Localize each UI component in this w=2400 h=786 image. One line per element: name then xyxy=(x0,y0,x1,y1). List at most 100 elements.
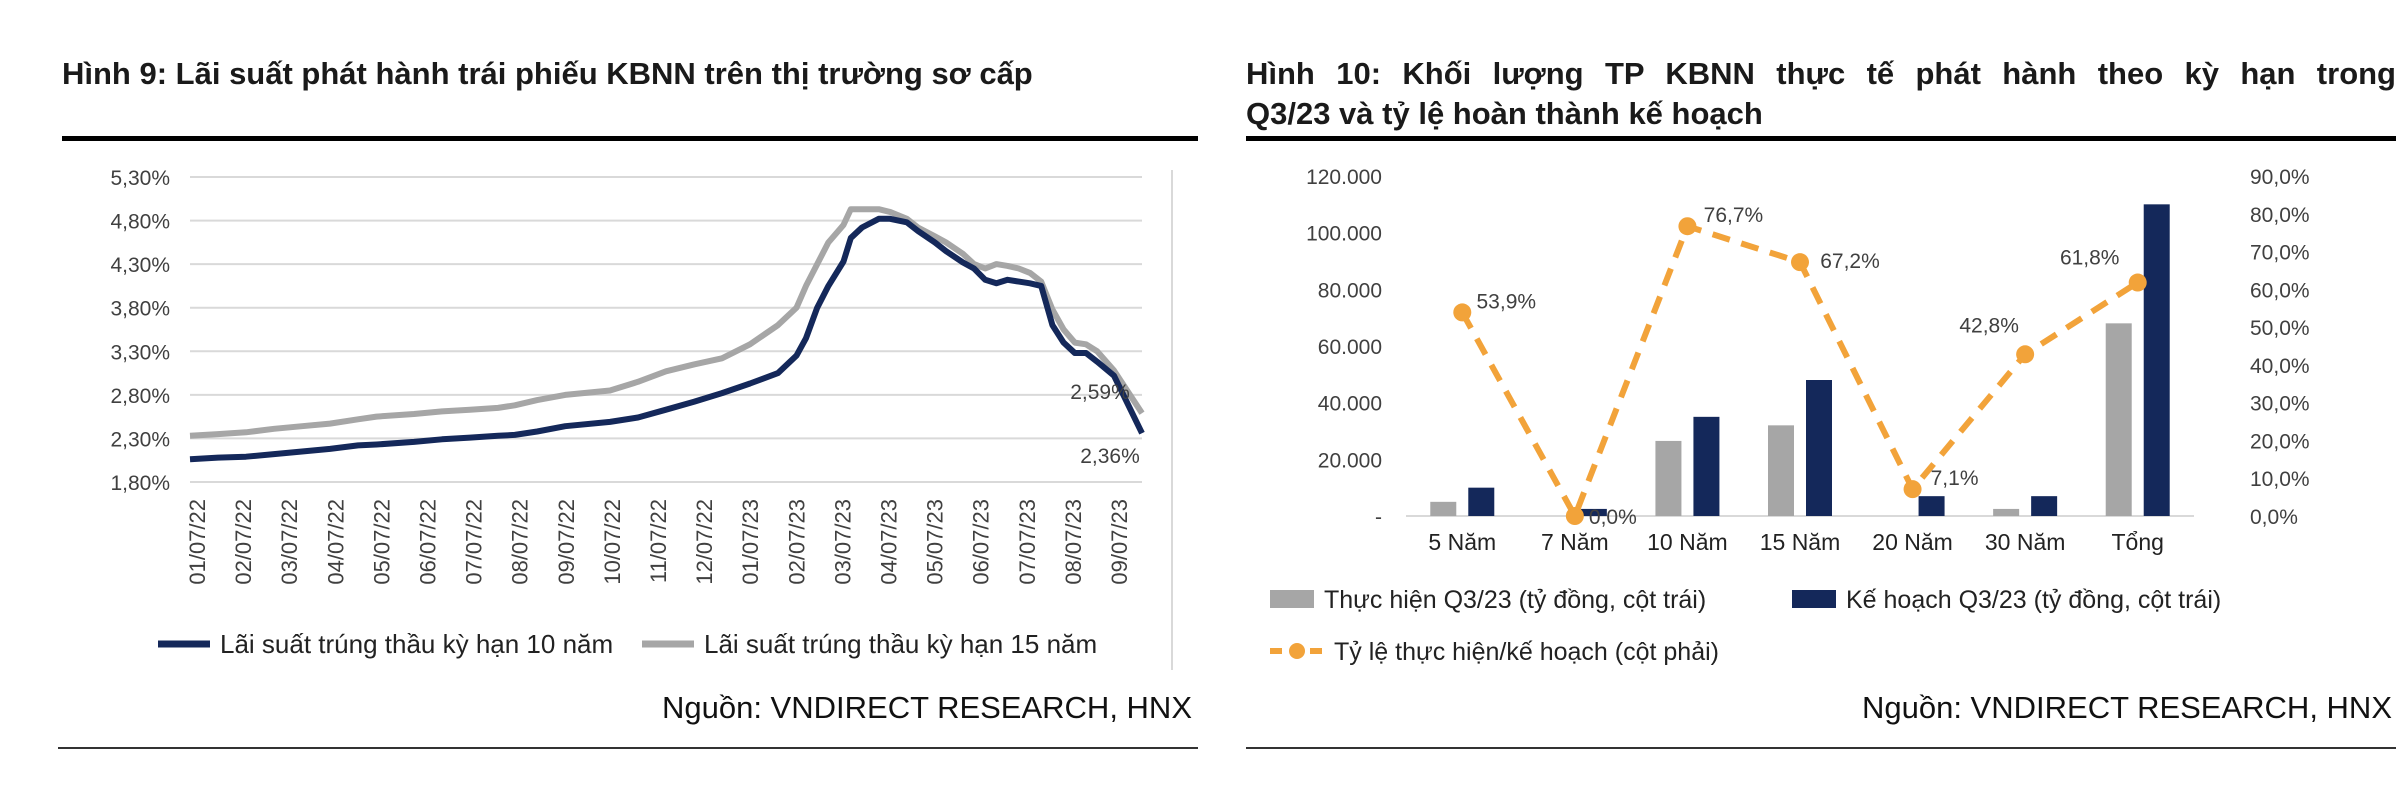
legend-label-15y: Lãi suất trúng thầu kỳ hạn 15 năm xyxy=(704,629,1097,659)
y-tick-label: 80.000 xyxy=(1318,279,1382,302)
x-tick-label: 11/07/22 xyxy=(646,499,671,583)
x-tick-label: 05/07/23 xyxy=(923,499,948,585)
y-tick-label: 100.000 xyxy=(1306,223,1382,246)
rate-point xyxy=(1678,217,1697,236)
x-tick-label: Tổng xyxy=(2111,529,2163,555)
bar-plan xyxy=(2031,496,2058,516)
x-tick-label: 01/07/22 xyxy=(185,499,210,585)
legend-label-actual: Thực hiện Q3/23 (tỷ đồng, cột trái) xyxy=(1324,586,1706,614)
title-rule xyxy=(1246,136,2396,141)
figure-9-title: Hình 9: Lãi suất phát hành trái phiếu KB… xyxy=(62,56,1033,91)
y2-tick-label: 0,0% xyxy=(2250,506,2298,529)
x-tick-label: 08/07/23 xyxy=(1061,499,1086,585)
y-tick-label: 1,80% xyxy=(110,472,170,495)
bottom-rule xyxy=(1246,747,2396,749)
x-tick-label: 02/07/23 xyxy=(784,499,809,585)
figure-10-title-line1: Hình 10: Khối lượng TP KBNN thực tế phát… xyxy=(1246,56,2396,91)
legend-swatch-actual xyxy=(1270,590,1314,608)
x-tick-label: 30 Năm xyxy=(1985,529,2066,555)
bar-plan xyxy=(1580,508,1607,516)
x-tick-label: 07/07/23 xyxy=(1015,499,1040,585)
x-tick-label: 7 Năm xyxy=(1541,529,1609,555)
y-tick-label: 2,30% xyxy=(110,428,170,451)
x-tick-label: 10/07/22 xyxy=(600,499,625,585)
bar-plan xyxy=(2143,204,2170,517)
y-tick-label: 20.000 xyxy=(1318,449,1382,472)
x-tick-label: 10 Năm xyxy=(1647,529,1728,555)
y2-tick-label: 50,0% xyxy=(2250,317,2310,340)
x-tick-label: 06/07/23 xyxy=(969,499,994,585)
figure-10-title-line2: Q3/23 và tỷ lệ hoàn thành kế hoạch xyxy=(1246,96,1763,131)
series-line-15y xyxy=(189,206,1145,439)
x-tick-label: 20 Năm xyxy=(1872,529,1953,555)
x-tick-label: 09/07/23 xyxy=(1107,499,1132,585)
figure-9-panel: Hình 9: Lãi suất phát hành trái phiếu KB… xyxy=(58,56,1198,749)
y2-tick-label: 20,0% xyxy=(2250,430,2310,453)
x-tick-label: 05/07/22 xyxy=(369,499,394,585)
y-tick-label: 3,30% xyxy=(110,341,170,364)
rate-data-label: 0,0% xyxy=(1589,506,1637,529)
y2-tick-label: 30,0% xyxy=(2250,393,2310,416)
x-tick-label: 01/07/23 xyxy=(738,499,763,585)
y-tick-label: 5,30% xyxy=(110,167,170,190)
rate-data-label: 53,9% xyxy=(1477,290,1537,313)
rate-point xyxy=(2128,273,2147,292)
x-tick-label: 03/07/22 xyxy=(277,499,302,585)
x-tick-label: 03/07/23 xyxy=(830,499,855,585)
legend-label-rate: Tỷ lệ thực hiện/kế hoạch (cột phải) xyxy=(1334,638,1719,666)
y2-tick-label: 40,0% xyxy=(2250,355,2310,378)
x-tick-label: 12/07/22 xyxy=(692,499,717,585)
legend-label-plan: Kế hoạch Q3/23 (tỷ đồng, cột trái) xyxy=(1846,586,2221,614)
legend-swatch-plan xyxy=(1792,590,1836,608)
x-tick-label: 04/07/23 xyxy=(877,499,902,585)
x-tick-label: 04/07/22 xyxy=(323,499,348,585)
bar-plan xyxy=(1693,416,1720,516)
bar-actual xyxy=(1655,440,1682,516)
data-label-15y-end: 2,59% xyxy=(1070,381,1130,404)
y-tick-label: 2,80% xyxy=(110,385,170,408)
bar-actual xyxy=(1768,425,1794,516)
y2-tick-label: 70,0% xyxy=(2250,242,2310,265)
bar-actual xyxy=(1430,501,1457,516)
bar-plan xyxy=(1468,487,1495,516)
x-tick-label: 08/07/22 xyxy=(508,499,533,585)
rate-point xyxy=(1791,253,1809,272)
x-tick-label: 09/07/22 xyxy=(554,499,579,585)
rate-point xyxy=(1565,507,1584,525)
y-tick-label: 4,80% xyxy=(110,211,170,234)
rate-point xyxy=(1453,303,1472,322)
x-tick-label: 15 Năm xyxy=(1760,529,1841,555)
rate-point xyxy=(1903,480,1922,499)
y-tick-label: 4,30% xyxy=(110,254,170,277)
x-tick-label: 5 Năm xyxy=(1428,529,1496,555)
y-tick-label: 40.000 xyxy=(1318,393,1382,416)
bar-plan xyxy=(1806,380,1832,516)
rate-data-label: 61,8% xyxy=(2060,247,2120,270)
x-tick-label: 06/07/22 xyxy=(416,499,441,585)
y-tick-label: - xyxy=(1375,506,1382,529)
rate-data-label: 76,7% xyxy=(1704,204,1764,227)
rate-point xyxy=(2016,345,2035,364)
legend-marker-rate xyxy=(1289,643,1305,659)
x-tick-label: 07/07/22 xyxy=(462,499,487,585)
source-note: Nguồn: VNDIRECT RESEARCH, HNX xyxy=(661,690,1192,725)
x-tick-label: 02/07/22 xyxy=(231,499,256,585)
y-tick-label: 120.000 xyxy=(1306,166,1382,189)
figure-10-title: Hình 10: Khối lượng TP KBNN thực tế phát… xyxy=(1246,54,2396,134)
figure-10-panel: Hình 10: Khối lượng TP KBNN thực tế phát… xyxy=(1240,0,2400,786)
rate-data-label: 67,2% xyxy=(1820,250,1880,273)
y2-tick-label: 90,0% xyxy=(2250,166,2310,189)
title-rule xyxy=(62,136,1198,141)
bar-actual xyxy=(1993,508,2020,516)
line-chart: 1,80% 2,30% 2,80% 3,30% 3,80% 4,30% 4,80% 5,30%… xyxy=(110,167,1173,670)
y-tick-label: 3,80% xyxy=(110,298,170,321)
y2-tick-label: 80,0% xyxy=(2250,204,2310,227)
rate-data-label: 7,1% xyxy=(1931,467,1979,490)
y2-tick-label: 10,0% xyxy=(2250,468,2310,491)
bar-line-combo-chart: - 20.000 40.000 60.000 80.000 100.000 120.000 0… xyxy=(1270,166,2310,666)
source-note: Nguồn: VNDIRECT RESEARCH, HNX xyxy=(1861,690,2392,725)
legend-label-10y: Lãi suất trúng thầu kỳ hạn 10 năm xyxy=(220,629,613,659)
bar-plan xyxy=(1918,496,1945,516)
rate-data-label: 42,8% xyxy=(1959,314,2019,337)
y2-tick-label: 60,0% xyxy=(2250,279,2310,302)
